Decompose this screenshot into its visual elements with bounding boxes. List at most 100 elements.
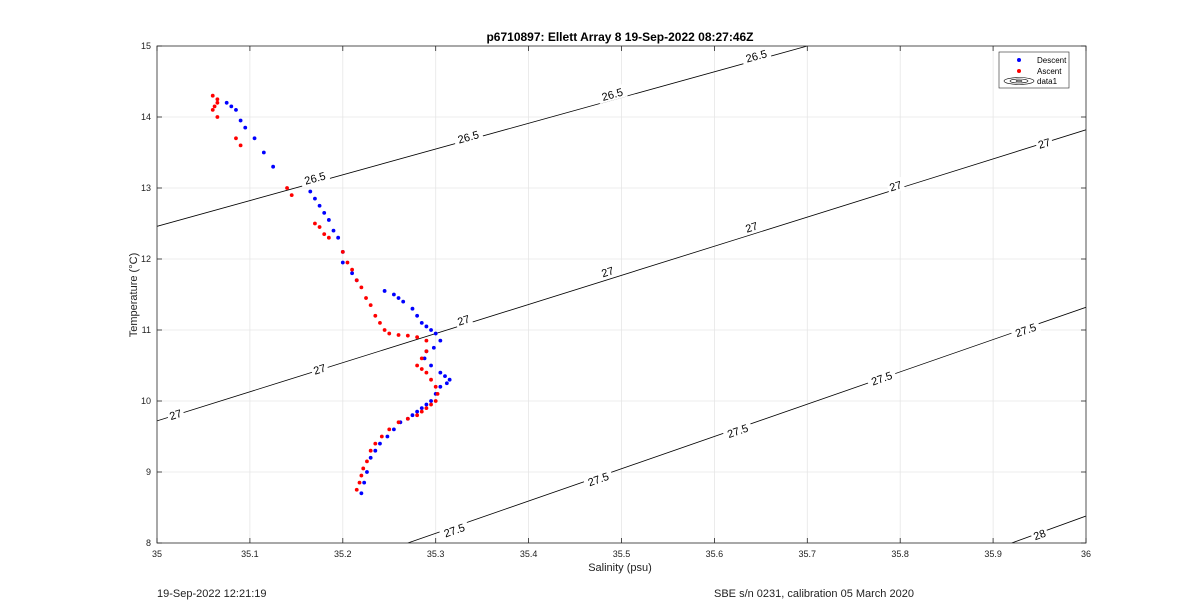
descent-point — [313, 196, 317, 201]
contour-label-bg — [740, 45, 772, 66]
contour-label-bg — [1009, 318, 1042, 341]
ascent-point — [382, 328, 387, 332]
ascent-point — [357, 480, 362, 485]
descent-point — [410, 413, 415, 418]
descent-point — [238, 118, 243, 123]
ascent-point — [396, 420, 401, 425]
contour-label-bg — [597, 262, 618, 280]
x-tick-label: 35.2 — [334, 549, 352, 559]
descent-point — [419, 321, 424, 325]
contour-label-text: 26.5 — [745, 48, 769, 65]
x-tick-label: 35.8 — [891, 549, 909, 559]
ascent-point — [215, 97, 220, 102]
descent-point — [243, 125, 248, 130]
contour-label: 27 — [309, 359, 330, 378]
contour-label: 27 — [741, 217, 762, 236]
descent-point — [308, 189, 313, 194]
descent-point — [234, 108, 238, 112]
ascent-point — [359, 473, 364, 478]
contour-label: 26.5 — [740, 45, 772, 66]
series-ascent — [210, 93, 440, 492]
y-tick-label: 8 — [146, 538, 151, 548]
x-tick-label: 35.6 — [706, 549, 724, 559]
contour-label-bg — [309, 359, 330, 378]
data-points — [210, 93, 452, 496]
contour-label: 26.5 — [596, 83, 628, 104]
descent-point — [438, 384, 443, 389]
x-tick-label: 35.5 — [613, 549, 631, 559]
footer-timestamp: 19-Sep-2022 12:21:19 — [157, 588, 267, 600]
contour-label: 27 — [453, 310, 474, 329]
contour-label: 26.5 — [452, 126, 484, 147]
ascent-point — [419, 356, 424, 361]
contour-label-text: 27 — [744, 220, 759, 235]
footer-calibration: SBE s/n 0231, calibration 05 March 2020 — [714, 588, 914, 600]
descent-point — [224, 100, 229, 105]
contour-label: 27 — [1034, 134, 1054, 152]
ascent-point — [210, 108, 215, 112]
legend-descent-marker — [1017, 58, 1021, 62]
ascent-point — [365, 459, 369, 464]
x-tick-label: 35.7 — [799, 549, 817, 559]
ascent-point — [313, 221, 317, 226]
ascent-point — [368, 448, 373, 453]
descent-point — [271, 164, 276, 169]
contour-labels: 26.526.526.526.52727272727272727.527.527… — [165, 45, 1054, 543]
y-axis-ticks: 8 9 10 11 12 13 14 15 — [141, 41, 1086, 548]
y-tick-label: 14 — [141, 112, 151, 122]
descent-point — [317, 203, 322, 208]
ascent-point — [373, 441, 378, 446]
ascent-point — [373, 313, 378, 318]
ascent-point — [285, 186, 289, 190]
descent-point — [382, 289, 387, 293]
ascent-point — [429, 377, 433, 382]
contour-label-bg — [452, 126, 484, 147]
descent-point — [410, 306, 415, 311]
ascent-point — [415, 413, 420, 418]
contour-label-text: 27 — [888, 179, 903, 194]
ascent-point — [429, 402, 433, 407]
ascent-point — [424, 338, 429, 343]
descent-point — [422, 356, 427, 361]
ascent-point — [435, 392, 440, 396]
descent-point — [424, 324, 429, 329]
descent-point — [261, 150, 266, 155]
descent-point — [368, 455, 373, 460]
ascent-point — [424, 406, 429, 410]
contour-label-text: 27 — [456, 313, 471, 328]
legend-descent-label: Descent — [1037, 56, 1067, 65]
ascent-point — [424, 349, 429, 354]
ascent-point — [433, 399, 438, 403]
isopycnal-27 — [157, 129, 1086, 422]
contour-label: 27 — [885, 176, 906, 195]
ascent-point — [387, 331, 392, 336]
contour-label-bg — [885, 176, 906, 195]
contour-label-bg — [438, 518, 470, 541]
y-tick-label: 9 — [146, 467, 151, 477]
descent-point — [391, 427, 396, 432]
descent-point — [429, 399, 433, 403]
descent-point — [391, 292, 396, 297]
descent-point — [350, 271, 354, 276]
descent-point — [415, 313, 420, 318]
x-tick-label: 35 — [152, 549, 162, 559]
descent-point — [401, 299, 406, 304]
descent-point — [429, 328, 433, 332]
contour-label-text: 27 — [600, 265, 615, 280]
descent-point — [419, 406, 424, 410]
ascent-point — [364, 296, 368, 300]
ascent-point — [322, 232, 327, 237]
contour-label-bg — [596, 83, 628, 104]
ascent-point — [415, 335, 420, 339]
descent-point — [331, 228, 336, 233]
contour-label-text: 26.5 — [303, 170, 327, 187]
ascent-point — [433, 384, 438, 389]
x-tick-label: 36 — [1081, 549, 1091, 559]
contour-label-text: 27 — [1037, 137, 1052, 152]
contour-label: 27 — [165, 405, 186, 423]
legend: Descent Ascent data1 — [998, 51, 1070, 89]
ascent-point — [415, 363, 420, 368]
descent-point — [431, 345, 436, 350]
ascent-point — [212, 104, 217, 109]
y-tick-label: 15 — [141, 41, 151, 51]
